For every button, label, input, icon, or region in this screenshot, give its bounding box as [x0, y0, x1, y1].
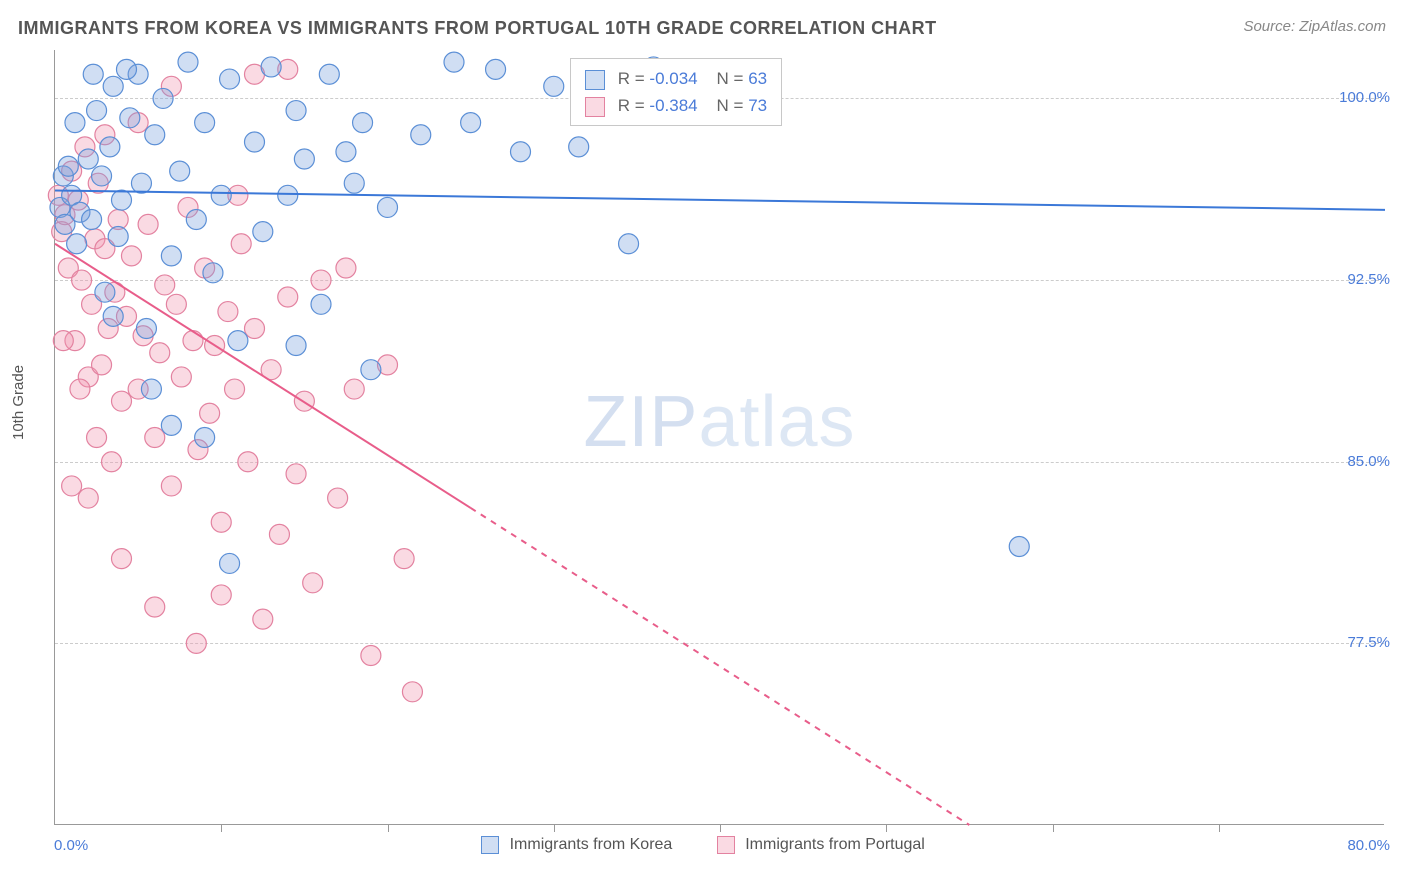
legend-label-korea: Immigrants from Korea: [510, 836, 673, 853]
legend-swatch-portugal-icon: [717, 836, 735, 854]
chart-container: IMMIGRANTS FROM KOREA VS IMMIGRANTS FROM…: [0, 0, 1406, 892]
y-tick-label: 100.0%: [1339, 89, 1390, 106]
y-tick-label: 77.5%: [1347, 634, 1390, 651]
correlation-stats-box: R = -0.034 N = 63 R = -0.384 N = 73: [570, 58, 782, 126]
stats-row-korea: R = -0.034 N = 63: [585, 65, 767, 92]
y-axis-label: 10th Grade: [10, 365, 27, 440]
source-label: Source: ZipAtlas.com: [1243, 18, 1386, 35]
legend-swatch-korea: [585, 70, 605, 90]
stats-row-portugal: R = -0.384 N = 73: [585, 92, 767, 119]
plot-area: ZIPatlas: [54, 50, 1384, 825]
legend-swatch-portugal: [585, 97, 605, 117]
legend-item-portugal: Immigrants from Portugal: [717, 836, 925, 853]
y-tick-label: 92.5%: [1347, 271, 1390, 288]
legend-item-korea: Immigrants from Korea: [481, 836, 677, 853]
bottom-legend: Immigrants from Korea Immigrants from Po…: [0, 836, 1406, 854]
chart-title: IMMIGRANTS FROM KOREA VS IMMIGRANTS FROM…: [18, 18, 937, 39]
legend-swatch-korea-icon: [481, 836, 499, 854]
y-tick-label: 85.0%: [1347, 453, 1390, 470]
legend-label-portugal: Immigrants from Portugal: [745, 836, 925, 853]
plot-svg: [55, 50, 1384, 824]
